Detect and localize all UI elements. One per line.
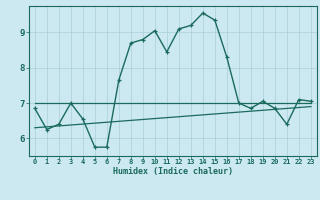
X-axis label: Humidex (Indice chaleur): Humidex (Indice chaleur) bbox=[113, 167, 233, 176]
